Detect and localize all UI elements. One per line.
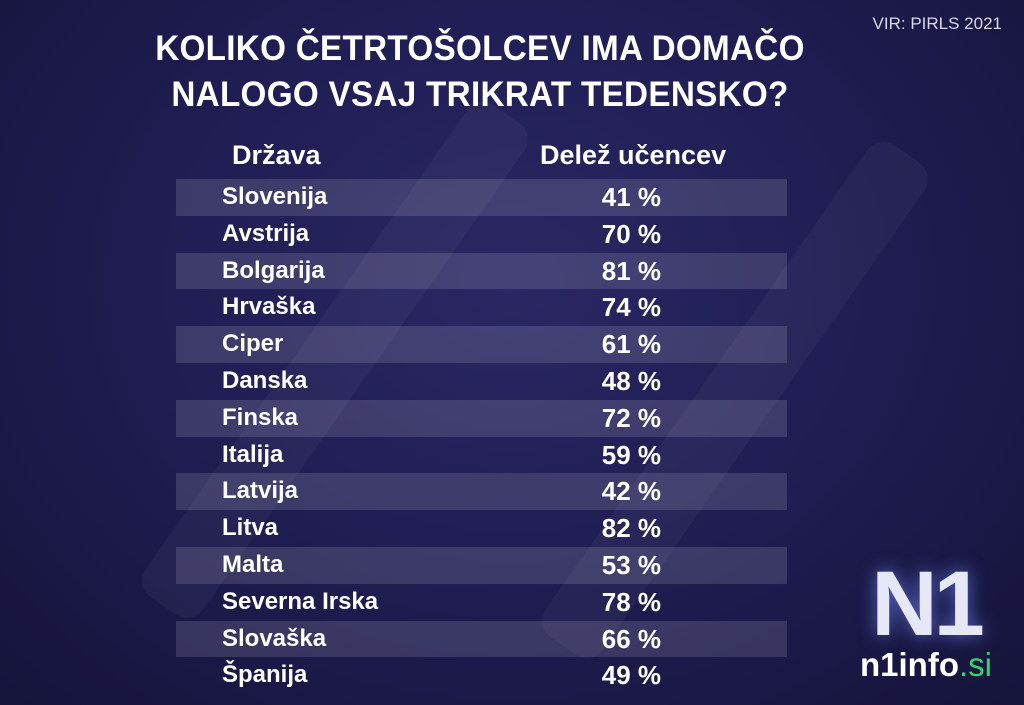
data-table: Slovenija 41 % Avstrija 70 % Bolgarija 81 % Hr…: [176, 179, 787, 694]
value-cell: 48 %: [601, 365, 661, 396]
value-cell: 41 %: [601, 182, 661, 212]
chart-title: KOLIKO ČETRTOŠOLCEV IMA DOMAČO NALOGO VS…: [81, 26, 879, 118]
value-cell: 78 %: [601, 586, 661, 617]
logo-mark: N1: [871, 553, 985, 655]
country-cell: Italija: [222, 440, 284, 468]
column-header-country: Država: [232, 140, 321, 170]
table-row: Latvija 42 %: [176, 473, 787, 511]
value-cell: 72 %: [601, 402, 661, 433]
table-row: Malta 53 %: [176, 546, 787, 584]
country-cell: Malta: [222, 550, 284, 578]
country-cell: Latvija: [222, 477, 299, 505]
n1-logo: N1 n1info.si: [856, 558, 996, 684]
country-cell: Hrvaška: [222, 293, 316, 321]
title-line-1: KOLIKO ČETRTOŠOLCEV IMA DOMAČO: [155, 29, 805, 68]
country-cell: Danska: [222, 366, 308, 394]
table-row: Italija 59 %: [176, 437, 787, 474]
country-cell: Slovenija: [222, 183, 328, 210]
table-row: Španija 49 %: [176, 657, 787, 694]
logo-tld: .si: [958, 646, 992, 683]
table-row: Danska 48 %: [176, 363, 787, 400]
title-line-2: NALOGO VSAJ TRIKRAT TEDENSKO?: [171, 75, 789, 114]
country-cell: Slovaška: [222, 624, 327, 652]
value-cell: 70 %: [601, 218, 661, 249]
value-cell: 61 %: [601, 329, 661, 360]
value-cell: 81 %: [601, 255, 661, 286]
source-label: VIR: PIRLS 2021: [872, 14, 1002, 33]
country-cell: Severna Irska: [222, 587, 379, 615]
table-row: Ciper 61 %: [176, 326, 787, 363]
value-cell: 82 %: [601, 513, 661, 544]
logo-name: n1info: [860, 646, 959, 683]
value-cell: 53 %: [601, 549, 661, 580]
country-cell: Litva: [222, 514, 279, 542]
logo-text: n1info.si: [856, 646, 996, 684]
table-row: Slovaška 66 %: [176, 620, 787, 658]
table-row: Slovenija 41 %: [176, 179, 787, 216]
table-row: Litva 82 %: [176, 510, 787, 547]
country-cell: Ciper: [222, 330, 284, 358]
value-cell: 74 %: [601, 292, 661, 323]
table-row: Severna Irska 78 %: [176, 584, 787, 621]
country-cell: Avstrija: [222, 219, 310, 247]
table-row: Avstrija 70 %: [176, 216, 787, 253]
value-cell: 42 %: [601, 476, 661, 507]
country-cell: Finska: [222, 403, 299, 431]
value-cell: 59 %: [601, 439, 661, 470]
value-cell: 49 %: [601, 660, 661, 691]
column-header-share: Delež učencev: [540, 140, 727, 170]
value-cell: 66 %: [601, 623, 661, 654]
table-row: Bolgarija 81 %: [176, 252, 787, 290]
table-row: Hrvaška 74 %: [176, 289, 787, 326]
country-cell: Španija: [222, 661, 308, 689]
country-cell: Bolgarija: [222, 256, 325, 284]
table-row: Finska 72 %: [176, 399, 787, 437]
